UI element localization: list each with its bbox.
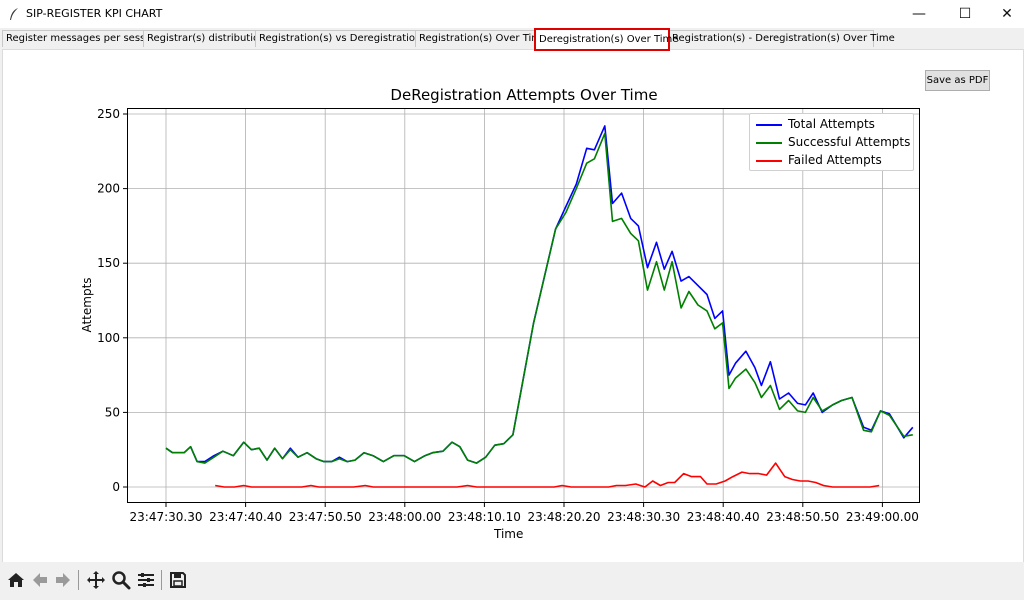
close-icon: ✕ [1001, 6, 1013, 22]
forward-arrow-icon[interactable] [53, 570, 73, 590]
series-failed-attempts-line [215, 462, 880, 488]
legend-item-successful: Successful Attempts [750, 134, 913, 152]
tab-bar: Register messages per session Registrar(… [0, 28, 1024, 51]
back-arrow-icon[interactable] [30, 570, 50, 590]
x-tick-label: 23:48:40.40 [687, 510, 760, 524]
x-tick-label: 23:48:00.00 [368, 510, 441, 524]
chart-legend: Total Attempts Successful Attempts Faile… [749, 113, 914, 171]
pan-icon[interactable] [86, 570, 106, 590]
x-tick-label: 23:47:30.30 [130, 510, 203, 524]
legend-swatch-failed [756, 160, 782, 162]
plot-area [127, 108, 920, 503]
legend-label-successful: Successful Attempts [788, 135, 911, 149]
y-tick-label: 100 [97, 331, 120, 345]
home-icon[interactable] [6, 570, 26, 590]
legend-swatch-successful [756, 142, 782, 144]
minimize-button[interactable]: — [896, 0, 942, 28]
toolbar-separator [161, 570, 162, 590]
toolbar-separator [78, 570, 79, 590]
minimize-icon: — [912, 6, 926, 22]
x-axis-label: Time [494, 527, 524, 541]
legend-label-failed: Failed Attempts [788, 153, 882, 167]
save-icon[interactable] [168, 570, 188, 590]
title-bar: SIP-REGISTER KPI CHART — ☐ ✕ [0, 0, 1024, 28]
x-tick-label: 23:49:00.00 [846, 510, 919, 524]
window-title: SIP-REGISTER KPI CHART [26, 7, 163, 20]
y-tick-label: 150 [97, 256, 120, 270]
x-tick-label: 23:47:40.40 [209, 510, 282, 524]
maximize-button[interactable]: ☐ [942, 0, 988, 28]
x-tick-label: 23:47:50.50 [289, 510, 362, 524]
zoom-icon[interactable] [111, 570, 131, 590]
x-tick-label: 23:48:30.30 [607, 510, 680, 524]
legend-item-total: Total Attempts [750, 116, 913, 134]
navigation-toolbar [0, 562, 1024, 600]
chart-title: DeRegistration Attempts Over Time [390, 86, 658, 104]
maximize-icon: ☐ [958, 6, 972, 22]
legend-label-total: Total Attempts [788, 117, 875, 131]
y-tick-label: 250 [97, 107, 120, 121]
x-tick-label: 23:48:20.20 [528, 510, 601, 524]
y-tick-label: 200 [97, 182, 120, 196]
x-tick-label: 23:48:10.10 [448, 510, 521, 524]
y-axis-label: Attempts [80, 277, 94, 333]
feather-icon [10, 8, 18, 20]
legend-swatch-total [756, 124, 782, 126]
series-successful-attempts-line [165, 132, 913, 464]
y-tick-label: 0 [112, 480, 120, 494]
close-button[interactable]: ✕ [984, 0, 1024, 28]
save-as-pdf-button[interactable]: Save as PDF [925, 70, 990, 91]
tab-deregistration-over-time[interactable]: Deregistration(s) Over Time [534, 28, 678, 51]
configure-subplots-icon[interactable] [136, 570, 156, 590]
x-tick-label: 23:48:50.50 [766, 510, 839, 524]
y-tick-label: 50 [105, 405, 120, 419]
legend-item-failed: Failed Attempts [750, 152, 913, 170]
